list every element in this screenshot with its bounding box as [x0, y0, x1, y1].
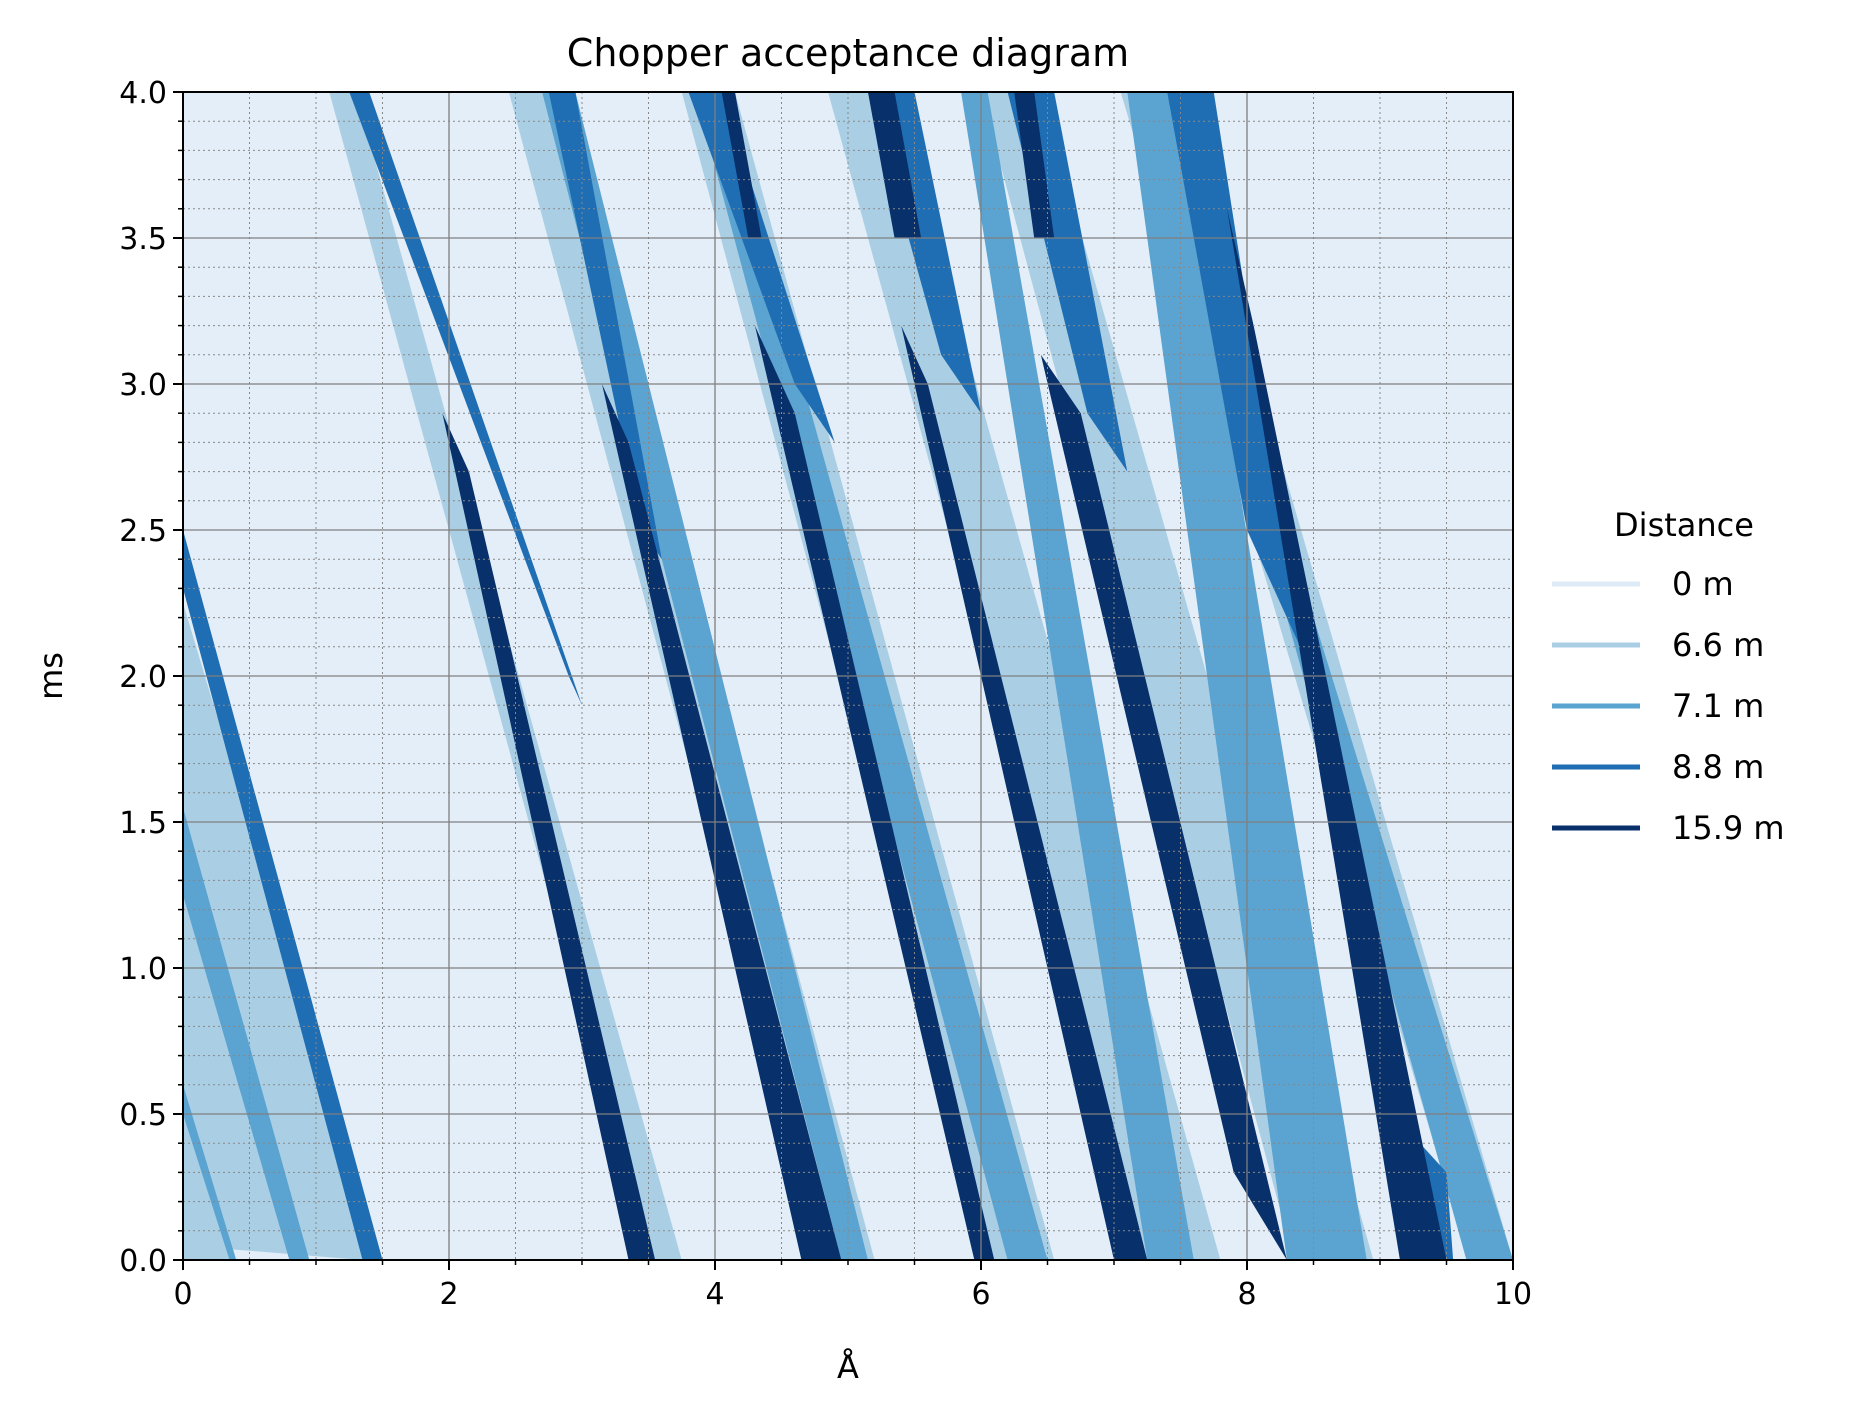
legend-entry-label: 7.1 m	[1672, 687, 1764, 725]
region-15-9-m-0	[442, 413, 656, 1260]
region-15-9-m-5	[1227, 208, 1447, 1260]
y-tick-label: 0.0	[119, 1244, 167, 1279]
region-15-9-m-6	[721, 92, 762, 238]
y-tick-label: 1.5	[119, 806, 167, 841]
region-8-8-m-6	[1167, 92, 1301, 647]
x-tick-label: 8	[1237, 1277, 1256, 1312]
region-7-1-m-0	[183, 807, 310, 1260]
legend-entry-label: 8.8 m	[1672, 748, 1764, 786]
y-tick-label: 3.0	[119, 368, 167, 403]
x-tick-label: 10	[1494, 1277, 1532, 1312]
region-8-8-m-0	[183, 530, 383, 1260]
x-axis-label: Å	[837, 1348, 859, 1386]
chart-title: Chopper acceptance diagram	[567, 31, 1129, 75]
minor-grid	[183, 92, 1513, 1260]
y-tick-label: 4.0	[119, 76, 167, 111]
legend: Distance 0 m 6.6 m 7.1 m 8.8 m 15.9 m	[1552, 506, 1785, 847]
y-axis-label: ms	[32, 652, 70, 700]
region-15-9-m-8	[1014, 92, 1055, 238]
x-tick-label: 6	[971, 1277, 990, 1312]
region-15-9-m-7	[867, 92, 922, 238]
major-grid	[183, 92, 1513, 1260]
legend-entry-label: 15.9 m	[1672, 809, 1785, 847]
region-15-9-m-4	[1040, 354, 1287, 1260]
y-tick-label: 2.0	[119, 660, 167, 695]
legend-title: Distance	[1614, 506, 1754, 544]
y-tick-label: 1.0	[119, 952, 167, 987]
y-tick-label: 3.5	[119, 222, 167, 257]
legend-entry-label: 6.6 m	[1672, 626, 1764, 664]
legend-entry-label: 0 m	[1672, 565, 1734, 603]
region-6-6-m-1	[183, 1070, 237, 1260]
x-axis: 0 2 4 6 8 10	[173, 1260, 1532, 1312]
y-axis: 0.0 0.5 1.0 1.5 2.0 2.5 3.0 3.5 4.0	[119, 76, 183, 1279]
y-tick-label: 0.5	[119, 1098, 167, 1133]
x-tick-label: 0	[173, 1277, 192, 1312]
x-tick-label: 4	[705, 1277, 724, 1312]
region-7-1-m-1	[183, 1084, 237, 1260]
y-tick-label: 2.5	[119, 514, 167, 549]
x-tick-label: 2	[439, 1277, 458, 1312]
region-8-8-m-1	[349, 92, 582, 706]
